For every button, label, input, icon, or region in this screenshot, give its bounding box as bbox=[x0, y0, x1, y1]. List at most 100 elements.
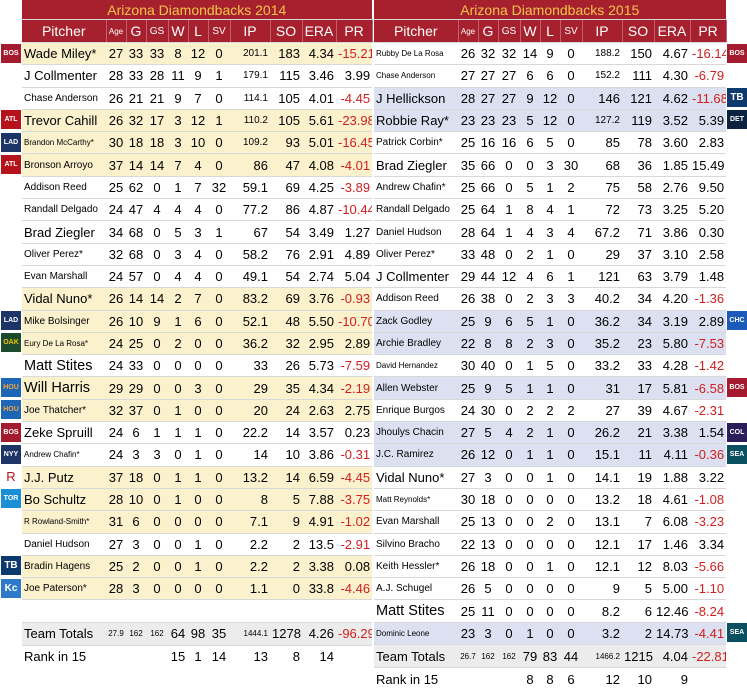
rank-ip: 12 bbox=[582, 667, 622, 690]
cell-w: 1 bbox=[168, 399, 188, 423]
column-header-pitcher[interactable]: Pitcher bbox=[22, 19, 107, 43]
cell-w: 5 bbox=[520, 310, 540, 333]
cell-ip: 3.2 bbox=[582, 622, 622, 646]
cell-pr: 2.58 bbox=[690, 243, 727, 266]
cell-age: 25 bbox=[458, 510, 478, 534]
cell-gs: 14 bbox=[146, 153, 168, 177]
cell-w: 0 bbox=[168, 354, 188, 378]
cell-sv: 0 bbox=[560, 421, 582, 445]
cell-pr: 3.34 bbox=[690, 533, 727, 556]
column-header-w[interactable]: W bbox=[520, 19, 541, 43]
cell-g: 30 bbox=[478, 399, 498, 423]
column-header-pitcher[interactable]: Pitcher bbox=[374, 19, 459, 43]
column-header-era[interactable]: ERA bbox=[302, 19, 337, 43]
cell-w: 7 bbox=[168, 153, 188, 177]
cell-gs: 0 bbox=[498, 243, 520, 266]
cell-sv: 1 bbox=[208, 64, 230, 88]
cell-w: 4 bbox=[520, 220, 540, 244]
column-header-gs[interactable]: GS bbox=[498, 19, 521, 43]
cell-ip: 1.1 bbox=[230, 577, 270, 601]
cell-l: 4 bbox=[540, 198, 560, 222]
column-header-era[interactable]: ERA bbox=[654, 19, 691, 43]
cell-era: 3.19 bbox=[654, 310, 690, 333]
cell-pr: 9.50 bbox=[690, 176, 727, 200]
cell-age: 32 bbox=[106, 243, 126, 266]
team-totals-row: Team Totals 26.7 162 162 79 83 44 1466.2 1215 4.0… bbox=[374, 644, 727, 669]
column-header-g[interactable]: G bbox=[478, 19, 499, 43]
cell-so: 54 bbox=[270, 220, 302, 244]
cell-g: 64 bbox=[478, 198, 498, 222]
cell-g: 14 bbox=[126, 287, 146, 311]
cell-sv: 0 bbox=[560, 243, 582, 266]
cell-age: 24 bbox=[106, 198, 126, 222]
column-header-sv[interactable]: SV bbox=[560, 19, 583, 43]
cell-gs: 28 bbox=[146, 64, 168, 88]
column-header-sv[interactable]: SV bbox=[208, 19, 231, 43]
cell-pr: -5.66 bbox=[690, 555, 727, 579]
team-logo-icon: TB bbox=[727, 88, 747, 107]
cell-age: 25 bbox=[458, 131, 478, 155]
column-header-l[interactable]: L bbox=[188, 19, 209, 43]
cell-pitcher: Daniel Hudson bbox=[22, 533, 106, 556]
cell-g: 18 bbox=[126, 131, 146, 155]
cell-pr: -1.08 bbox=[690, 488, 727, 512]
team-logo-icon: HOU bbox=[1, 400, 21, 419]
cell-pr: 2.89 bbox=[690, 310, 727, 333]
cell-era: 4.87 bbox=[302, 198, 336, 222]
column-header-pr[interactable]: PR bbox=[690, 19, 727, 43]
column-header-g[interactable]: G bbox=[126, 19, 147, 43]
cell-w: 0 bbox=[168, 555, 188, 579]
rank-age bbox=[106, 645, 126, 668]
pitcher-row: David Hernandez 30 40 0 1 5 0 33.2 33 4.28 -1.42 bbox=[374, 354, 727, 378]
column-header-l[interactable]: L bbox=[540, 19, 561, 43]
cell-age: 30 bbox=[106, 131, 126, 155]
cell-ip: 59.1 bbox=[230, 176, 270, 200]
column-header-ip[interactable]: IP bbox=[230, 19, 271, 43]
cell-era: 5.80 bbox=[654, 332, 690, 356]
cell-w: 0 bbox=[168, 376, 188, 400]
cell-sv bbox=[208, 599, 230, 623]
cell-so: 115 bbox=[270, 64, 302, 88]
cell-ip: 2.2 bbox=[230, 533, 270, 556]
team-totals-ip: 1444.1 bbox=[230, 622, 270, 646]
cell-l: 1 bbox=[540, 310, 560, 333]
rank-w: 8 bbox=[520, 667, 540, 690]
pitcher-row: Archie Bradley 22 8 8 2 3 0 35.2 23 5.80 -7.53 bbox=[374, 332, 727, 356]
cell-ip: 8 bbox=[230, 488, 270, 512]
rank-age bbox=[458, 667, 478, 690]
cell-ip: 26.2 bbox=[582, 421, 622, 445]
cell-sv: 0 bbox=[208, 131, 230, 155]
cell-so: 111 bbox=[622, 64, 654, 88]
column-header-age[interactable]: Age bbox=[106, 19, 127, 43]
cell-l: 12 bbox=[540, 87, 560, 110]
column-header-pr[interactable]: PR bbox=[336, 19, 373, 43]
column-header-ip[interactable]: IP bbox=[582, 19, 623, 43]
cell-w: 2 bbox=[520, 421, 540, 445]
column-header-age[interactable]: Age bbox=[458, 19, 479, 43]
column-header-so[interactable]: SO bbox=[270, 19, 303, 43]
cell-pr bbox=[336, 599, 373, 623]
cell-age: 26 bbox=[106, 109, 126, 133]
cell-so: 7 bbox=[622, 510, 654, 534]
column-header-so[interactable]: SO bbox=[622, 19, 655, 43]
pitcher-row: Bradin Hagens 25 2 0 0 1 0 2.2 2 3.38 0.08 bbox=[22, 555, 373, 579]
cell-age: 28 bbox=[106, 577, 126, 601]
cell-ip: 67 bbox=[230, 220, 270, 244]
cell-l: 0 bbox=[540, 533, 560, 556]
pitcher-row: Chase Anderson 27 27 27 6 6 0 152.2 111 4.30 -6.79 bbox=[374, 64, 727, 88]
cell-sv: 32 bbox=[208, 176, 230, 200]
cell-pr: 0.08 bbox=[336, 555, 373, 579]
cell-era: 2.63 bbox=[302, 399, 336, 423]
column-header-w[interactable]: W bbox=[168, 19, 189, 43]
table-2015: Arizona Diamondbacks 2015 Pitcher Age G GS W L… bbox=[374, 0, 727, 690]
cell-gs: 1 bbox=[498, 220, 520, 244]
rank-l: 8 bbox=[540, 667, 560, 690]
cell-era: 3.10 bbox=[654, 243, 690, 266]
column-header-gs[interactable]: GS bbox=[146, 19, 169, 43]
cell-so: 150 bbox=[622, 42, 654, 66]
cell-g: 9 bbox=[478, 310, 498, 333]
cell-gs: 0 bbox=[498, 176, 520, 200]
pitcher-row: Randall Delgado 25 64 1 8 4 1 72 73 3.25 5.20 bbox=[374, 198, 727, 222]
cell-pitcher: J Collmenter bbox=[22, 64, 106, 88]
cell-era: 4.61 bbox=[654, 488, 690, 512]
